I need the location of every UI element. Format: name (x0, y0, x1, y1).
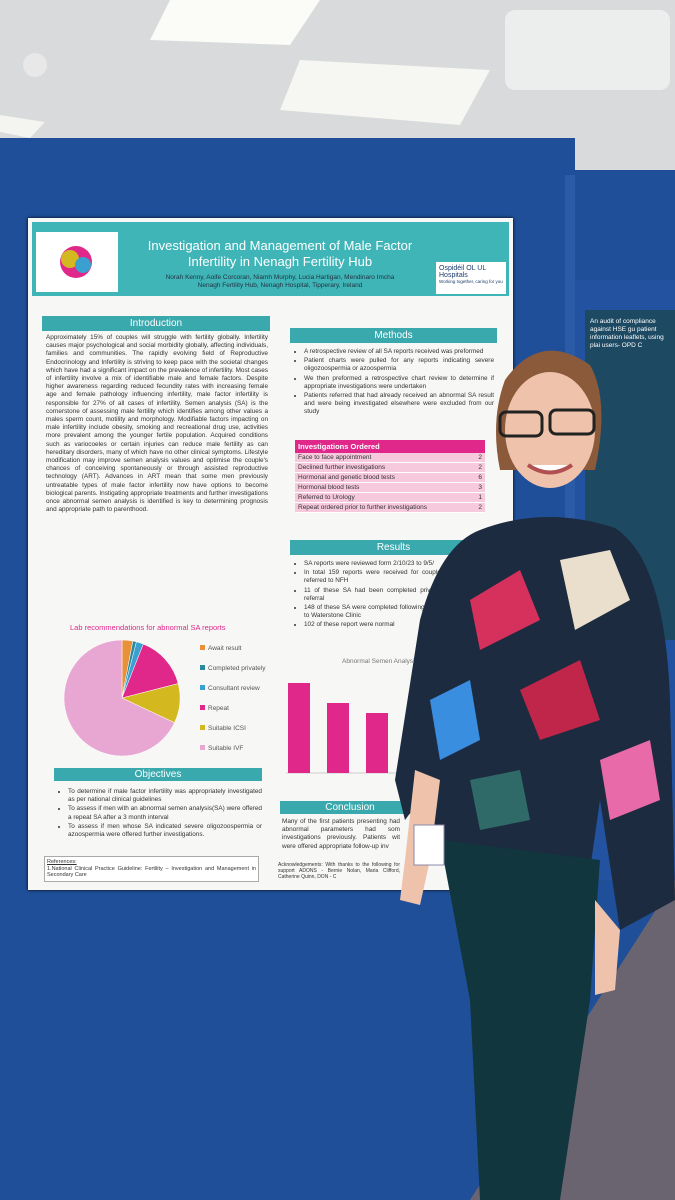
legend-swatch (200, 645, 205, 650)
list-item: 102 of these report were normal (304, 621, 444, 629)
side-poster-title: An audit of compliance against HSE gu pa… (590, 318, 664, 349)
table-cell: 2 (472, 453, 485, 463)
bar-chart (286, 683, 400, 774)
section-heading: Introduction (42, 316, 270, 331)
list: To determine if male factor infertility … (58, 788, 262, 839)
table-heading: Investigations Ordered (295, 440, 485, 453)
references-text: 1.National Clinical Practice Guideline: … (47, 865, 256, 879)
table: Face to face appointment 2 Declined furthe… (295, 453, 485, 513)
legend-label: Repeat (208, 705, 229, 712)
bar-title: Abnormal Semen Analysis (342, 658, 418, 665)
bar (366, 713, 388, 773)
acknowledgements: Acknowledgements: With thanks to the fol… (278, 862, 400, 880)
pie-slice (63, 639, 175, 757)
authors-text: Norah Kenny, Aoife Corcoran, Niamh Murph… (165, 274, 395, 281)
legend-label: Completed privately (208, 665, 266, 672)
list-item: SA reports were reviewed form 2/10/23 to… (304, 560, 444, 568)
table-row: Hormonal blood tests 3 (295, 482, 485, 493)
list-item: 148 of these SA were completed following… (304, 604, 444, 620)
conclusion-text: Many of the first patients presenting ha… (282, 818, 400, 850)
introduction-text: Approximately 15% of couples will strugg… (46, 334, 268, 514)
legend-label: Suitable ICSI (208, 725, 246, 732)
list-item: To assess if men whose SA indicated seve… (68, 823, 262, 839)
references-heading: References: (47, 859, 77, 865)
table-cell: Hormonal blood tests (295, 482, 473, 493)
logo-diagram (36, 232, 118, 292)
table-row: Repeat ordered prior to further investig… (295, 502, 485, 513)
table-row: Hormonal and genetic blood tests 6 (295, 472, 485, 483)
section-heading: Conclusion (280, 801, 420, 814)
pie-slice (121, 643, 179, 699)
hospital-logo: Ospidéil OL UL Hospitals Working togethe… (436, 262, 506, 294)
pie-title: Lab recommendations for abnormal SA repo… (70, 623, 226, 632)
list-item: Patients referred that had already recei… (304, 392, 494, 417)
legend-swatch (200, 705, 205, 710)
table-row: Referred to Urology 1 (295, 492, 485, 503)
list-item: To determine if male factor infertility … (68, 788, 262, 804)
list-item: Patient charts were pulled for any repor… (304, 357, 494, 373)
poster-title: Investigation and Management of Male Fac… (147, 238, 413, 269)
legend-swatch (200, 745, 205, 750)
legend-swatch (200, 725, 205, 730)
table-cell: 2 (472, 502, 485, 513)
bar (288, 683, 310, 773)
list: SA reports were reviewed form 2/10/23 to… (294, 560, 444, 630)
table-cell: 2 (472, 462, 485, 473)
table-cell: Hormonal and genetic blood tests (295, 472, 473, 483)
logo-name: Ospidéil OL UL Hospitals (439, 265, 486, 279)
legend-label: Suitable IVF (208, 745, 243, 752)
pie-chart: Await result Completed privately Consultan… (63, 639, 266, 757)
list-item: We then preformed a retrospective chart … (304, 375, 494, 391)
legend-swatch (200, 685, 205, 690)
list-item: To assess if men with an abnormal semen … (68, 805, 262, 821)
table-row: Face to face appointment 2 (295, 453, 485, 463)
authors: Norah Kenny, Aoife Corcoran, Niamh Murph… (125, 274, 435, 290)
section-heading: Methods (290, 328, 497, 343)
references: References: 1.National Clinical Practice… (44, 856, 259, 882)
table-cell: Referred to Urology (295, 492, 473, 503)
section-heading: Objectives (54, 768, 262, 781)
table-cell: 3 (472, 482, 485, 493)
bar (327, 703, 349, 773)
objectives: To determine if male factor infertility … (58, 788, 262, 840)
table-cell: Face to face appointment (295, 453, 473, 463)
logo-tagline: Working together, caring for you (439, 279, 503, 284)
table-row: Declined further investigations 2 (295, 462, 485, 473)
section-heading: Results (290, 540, 497, 555)
table-cell: Repeat ordered prior to further investig… (295, 502, 473, 513)
table-cell: 6 (472, 472, 485, 483)
list-item: In total 159 reports were received for c… (304, 569, 444, 585)
investigations-table: Investigations Ordered Face to face appo… (295, 440, 485, 513)
methods: A retrospective review of all SA reports… (294, 348, 494, 418)
table-cell: Declined further investigations (295, 462, 473, 473)
legend-label: Consultant review (208, 685, 260, 692)
list: A retrospective review of all SA reports… (294, 348, 494, 417)
legend-swatch (200, 665, 205, 670)
results: SA reports were reviewed form 2/10/23 to… (294, 560, 444, 631)
list-item: 11 of these SA had been completed privat… (304, 587, 444, 603)
legend-label: Await result (208, 645, 242, 652)
table-cell: 1 (472, 492, 485, 503)
list-item: A retrospective review of all SA reports… (304, 348, 494, 356)
affiliation: Nenagh Fertility Hub, Nenagh Hospital, T… (197, 282, 363, 289)
